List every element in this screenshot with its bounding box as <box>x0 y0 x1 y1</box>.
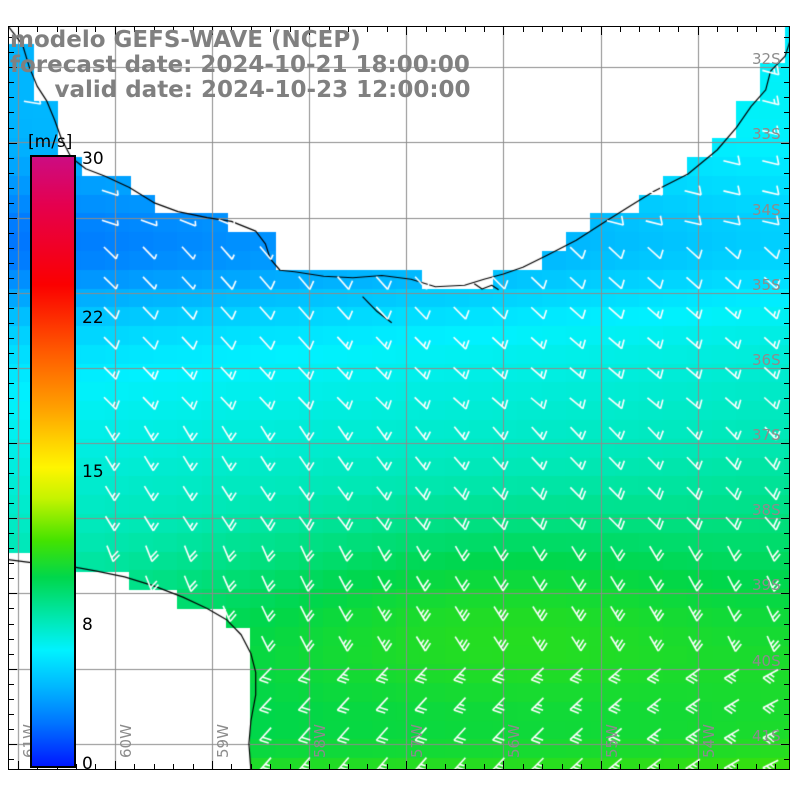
colorbar-tick-0: 0 <box>82 754 93 774</box>
map-plot-area[interactable] <box>8 26 790 770</box>
colorbar-tick-15: 15 <box>82 461 104 482</box>
colorbar-tick-30: 30 <box>82 149 104 169</box>
wind-field-canvas <box>8 26 790 770</box>
colorbar-unit-label: [m/s] <box>28 132 73 152</box>
colorbar-gradient <box>30 155 76 768</box>
colorbar-tick-8: 8 <box>82 614 93 635</box>
colorbar-tick-22: 22 <box>82 308 104 329</box>
colorbar[interactable] <box>30 155 76 768</box>
